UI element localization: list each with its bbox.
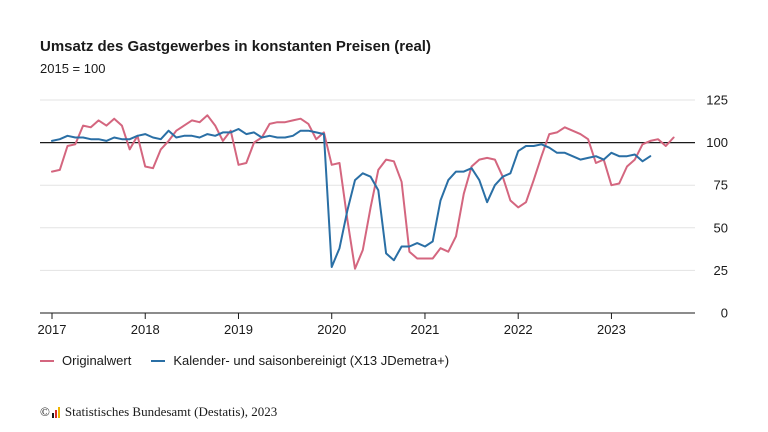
x-tick-label-2023: 2023 (597, 322, 626, 337)
x-axis: 2017 2018 2019 2020 2021 2022 2023 (38, 312, 695, 337)
x-tick-label-2017: 2017 (38, 322, 67, 337)
x-tick-label-2020: 2020 (317, 322, 346, 337)
series-line-original (51, 114, 675, 270)
y-tick-label-125: 125 (706, 93, 728, 108)
x-tick-label-2018: 2018 (131, 322, 160, 337)
destatis-logo-icon (51, 406, 61, 418)
x-tick-label-2019: 2019 (224, 322, 253, 337)
grid: 0 25 50 75 100 125 (40, 93, 728, 321)
legend-swatch-original (40, 359, 54, 362)
legend-item-original: Originalwert (40, 353, 131, 368)
source-text: Statistisches Bundesamt (Destatis), 2023 (64, 404, 278, 419)
legend: Originalwert Kalender- und saisonbereini… (40, 353, 469, 368)
x-tick-label-2021: 2021 (410, 322, 439, 337)
y-tick-label-75: 75 (714, 178, 728, 193)
legend-item-adjusted: Kalender- und saisonbereinigt (X13 JDeme… (151, 353, 449, 368)
chart-subtitle: 2015 = 100 (40, 61, 106, 76)
chart-title: Umsatz des Gastgewerbes in konstanten Pr… (40, 38, 431, 55)
y-tick-label-25: 25 (714, 263, 728, 278)
legend-label-adjusted: Kalender- und saisonbereinigt (X13 JDeme… (173, 353, 450, 368)
y-tick-label-0: 0 (721, 306, 728, 321)
legend-swatch-adjusted (151, 359, 166, 362)
source-note: © Statistisches Bundesamt (Destatis), 20… (40, 404, 277, 420)
copyright-symbol: © (40, 404, 50, 419)
legend-label-original: Originalwert (62, 353, 132, 368)
series-lines (51, 114, 675, 270)
y-tick-label-100: 100 (706, 135, 728, 150)
y-tick-label-50: 50 (714, 220, 728, 235)
x-tick-label-2022: 2022 (504, 322, 533, 337)
series-line-adjusted (51, 128, 652, 268)
